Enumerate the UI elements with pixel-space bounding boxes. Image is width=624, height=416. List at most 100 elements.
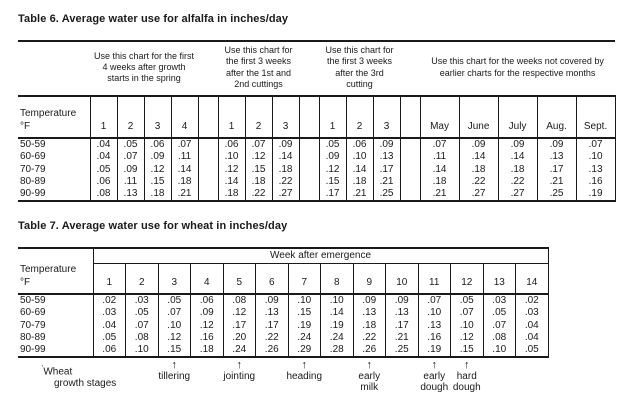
table6-data-row: 80-89.06.11.15.18.14.18.22.15.18.21.18.2… (18, 175, 616, 189)
column-label: 3 (143, 96, 171, 139)
table7-data-row: 70-79.04.07.10.12.17.17.19.19.18.17.13.1… (18, 319, 549, 332)
value-cell: .03 (125, 294, 158, 307)
growth-stage-marker: ↑ tillering (158, 359, 190, 382)
value-cell: .21 (372, 175, 401, 189)
value-cell: .16 (417, 331, 451, 345)
value-cell: .03 (92, 307, 126, 320)
value-cell: .21 (536, 175, 577, 189)
value-cell: .13 (255, 307, 288, 320)
value-cell: .09 (372, 138, 401, 151)
column-label: July (497, 96, 538, 139)
table7-data-row: 50-59.02.03.05.06.08.09.10.10.09.09.07.0… (18, 294, 549, 307)
value-cell: .17 (385, 319, 418, 332)
value-cell: .12 (143, 163, 171, 176)
growth-stages-label-line2: growth stages (54, 378, 117, 390)
column-group-header: Use this chart for the first 4 weeks aft… (90, 41, 199, 97)
value-cell: .18 (143, 188, 171, 202)
spacer-cell (399, 96, 421, 139)
corner-cell (18, 41, 90, 97)
growth-stage-label: milk (360, 382, 379, 393)
value-cell: .17 (536, 163, 577, 176)
spacer-cell (400, 41, 421, 97)
table6-column-header-row: Temperature °F 1 2 3 4 1 2 3 1 2 3 May June July Aug. Se… (18, 96, 616, 139)
growth-stage-label: jointing (223, 371, 256, 382)
value-cell: .10 (217, 151, 246, 164)
value-cell: .07 (170, 138, 199, 151)
value-cell: .09 (536, 138, 577, 151)
growth-stages-label-text: Wheat (43, 366, 73, 378)
value-cell: .15 (450, 344, 483, 358)
spacer-cell (197, 188, 219, 202)
value-cell: .16 (575, 175, 616, 189)
value-cell: .13 (575, 163, 616, 176)
value-cell: .18 (345, 175, 374, 189)
value-cell: .09 (143, 151, 171, 164)
value-cell: .09 (385, 294, 418, 307)
growth-stage-marker: ↑ heading (286, 359, 322, 382)
value-cell: .25 (536, 188, 577, 202)
value-cell: .27 (497, 188, 538, 202)
column-label: 2 (345, 96, 374, 139)
value-cell: .05 (515, 344, 549, 358)
column-label: 2 (244, 96, 273, 139)
value-cell: .05 (482, 307, 516, 320)
table7-title: Table 7. Average water use for wheat in … (18, 220, 288, 232)
temperature-header-line1: Temperature (20, 108, 77, 119)
value-cell: .05 (89, 163, 117, 176)
value-cell: .08 (89, 188, 117, 202)
growth-stage-label: hard (456, 371, 477, 382)
column-label: 13 (482, 263, 516, 295)
spacer-cell (298, 96, 320, 139)
value-cell: .11 (170, 151, 199, 164)
column-group-header: Use this chart for the first 3 weeks aft… (319, 41, 401, 97)
value-cell: .15 (157, 344, 191, 358)
spacer-cell (298, 163, 320, 176)
growth-stage-marker: ↑ early dough (420, 359, 448, 393)
up-arrow-icon: ↑ (171, 359, 178, 371)
column-label: May (419, 96, 460, 139)
column-label: 3 (372, 96, 401, 139)
table6-data-row: 70-79.05.09.12.14.12.15.18.12.14.17.14.1… (18, 163, 616, 176)
table6-data-row: 60-69.04.07.09.11.10.12.14.09.10.13.11.1… (18, 151, 616, 164)
value-cell: .12 (222, 307, 256, 320)
spacer-cell (198, 41, 219, 97)
value-cell: .10 (287, 294, 321, 307)
table7-data-row: 60-69.03.05.07.09.12.13.15.14.13.13.10.0… (18, 307, 549, 320)
value-cell: .18 (497, 163, 538, 176)
value-cell: .07 (482, 319, 516, 332)
column-label: 4 (170, 96, 199, 139)
growth-stage-label: heading (286, 371, 323, 382)
value-cell: .18 (419, 175, 460, 189)
value-cell: .10 (157, 319, 191, 332)
value-cell: .22 (255, 331, 288, 345)
value-cell: .10 (575, 151, 616, 164)
value-cell: .05 (125, 307, 158, 320)
column-label: June (458, 96, 499, 139)
value-cell: .20 (222, 331, 256, 345)
value-cell: .06 (217, 138, 246, 151)
value-cell: .09 (271, 138, 300, 151)
up-arrow-icon: ↑ (236, 359, 242, 371)
spacer-cell (399, 163, 421, 176)
value-cell: .07 (125, 319, 158, 332)
value-cell: .09 (458, 138, 499, 151)
growth-stage-label: dough (452, 382, 481, 393)
table7-span-header-row: Week after emergence (18, 248, 549, 264)
value-cell: .26 (352, 344, 386, 358)
value-cell: .12 (244, 151, 273, 164)
week-after-emergence-header: Week after emergence (92, 248, 549, 264)
value-cell: .17 (255, 319, 288, 332)
column-label: 3 (271, 96, 300, 139)
value-cell: .13 (116, 188, 144, 202)
value-cell: .14 (497, 151, 538, 164)
column-label: 5 (222, 263, 256, 295)
value-cell: .06 (143, 138, 171, 151)
column-label: 4 (190, 263, 223, 295)
wheat-water-use-table: Week after emergence Temperature °F 1 2 3 4 5 6 7… (18, 247, 549, 359)
column-label: 2 (116, 96, 144, 139)
temperature-header: Temperature °F (18, 96, 90, 139)
spacer-cell (399, 151, 421, 164)
value-cell: .15 (318, 175, 347, 189)
value-cell: .04 (89, 151, 117, 164)
value-cell: .07 (244, 138, 273, 151)
